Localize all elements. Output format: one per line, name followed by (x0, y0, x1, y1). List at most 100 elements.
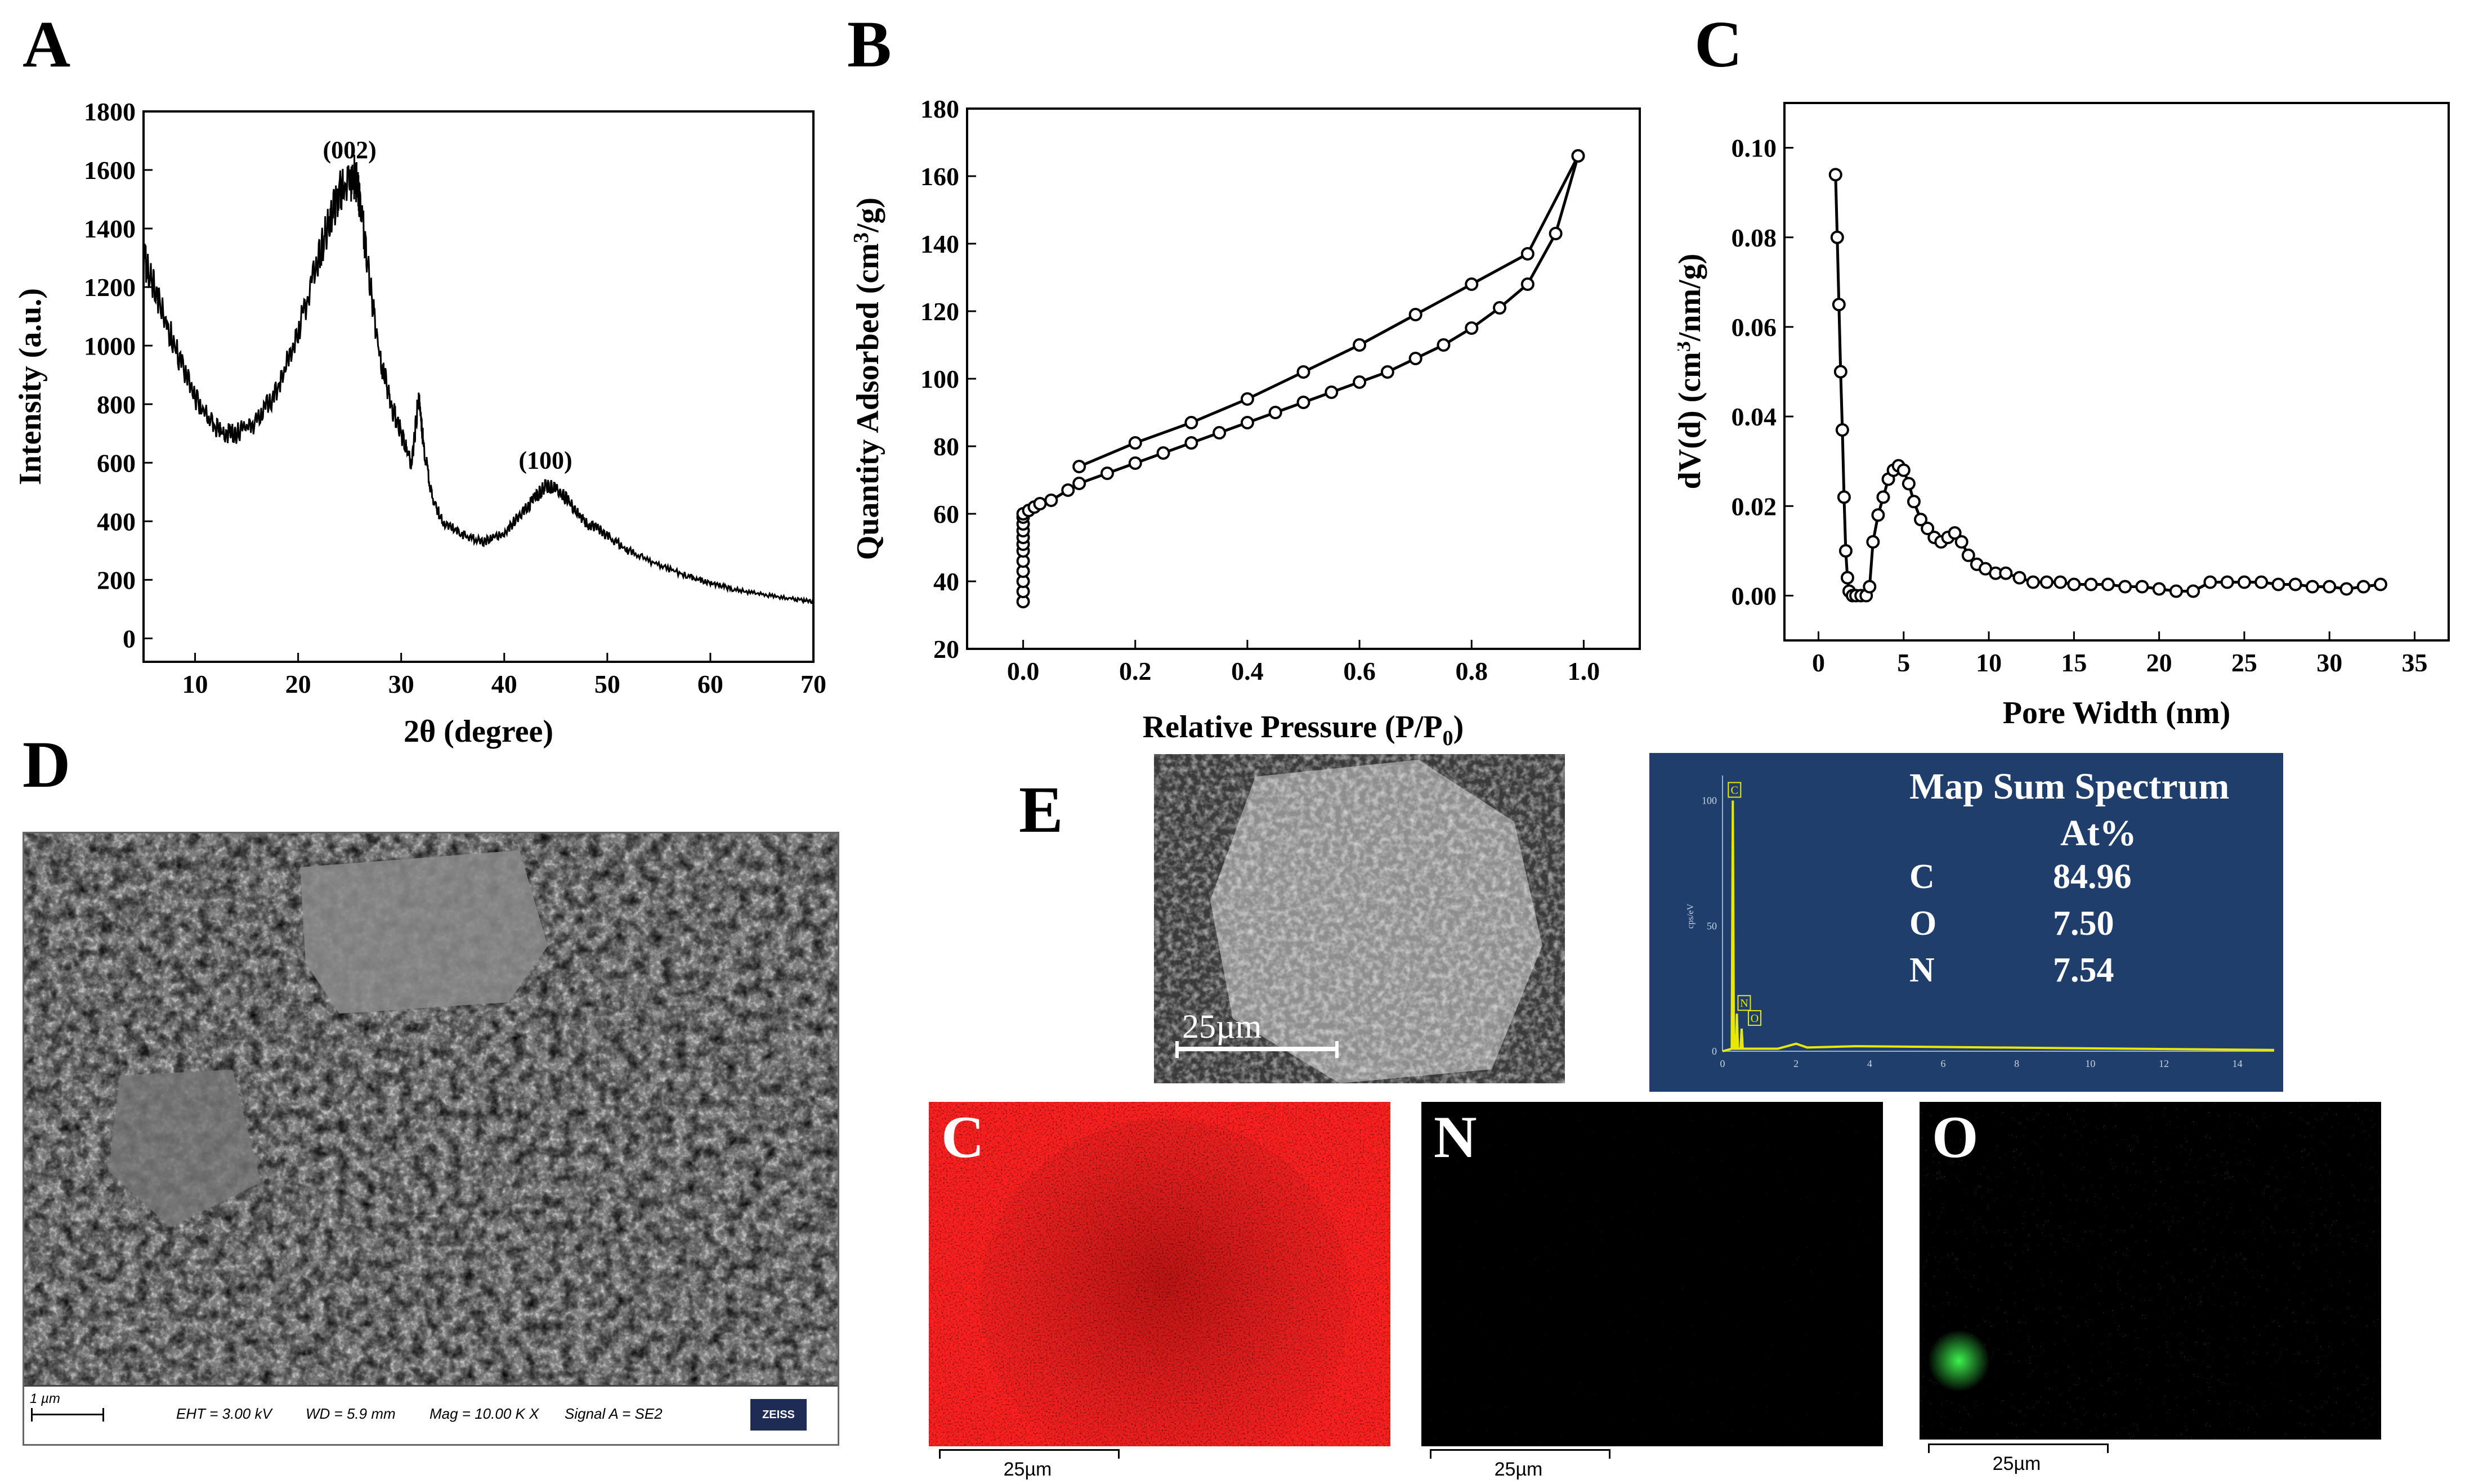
scale-bar-tick (1335, 1041, 1339, 1058)
scale-bar (31, 1414, 104, 1415)
data-point (1240, 416, 1254, 429)
data-point (1325, 385, 1339, 399)
data-point (1437, 338, 1451, 352)
y-axis-label: Intensity (a.u.) (13, 288, 48, 485)
x-tick-label: 4 (1867, 1058, 1872, 1069)
composition-row: C 84.96 (1909, 857, 2225, 904)
data-point (1921, 522, 1935, 536)
data-point (1408, 308, 1422, 321)
y-tick-label: 600 (97, 449, 136, 477)
data-point (1830, 230, 1844, 244)
x-tick-label: 40 (491, 670, 517, 698)
data-point (2012, 571, 2026, 585)
x-tick-label: 0.0 (1007, 657, 1040, 685)
scale-bar (939, 1449, 1120, 1459)
data-point (1353, 375, 1367, 389)
carbon-map-image (929, 1102, 1390, 1446)
mag-label: Mag = 10.00 K X (430, 1405, 539, 1422)
peak-label-box (1737, 995, 1751, 1011)
scale-bar-tick (1175, 1041, 1179, 1058)
y-axis-label: Quantity Adsorbed (cm3/g) (849, 198, 885, 560)
x-tick-label: 0.4 (1231, 657, 1264, 685)
data-point (1061, 483, 1075, 497)
data-point (1100, 467, 1114, 480)
data-point (2288, 577, 2302, 591)
element-symbol: N (1909, 951, 1935, 989)
y-tick-label: 60 (933, 500, 959, 528)
y-tick-label: 400 (97, 507, 136, 536)
y-axis-label: cps/eV (1686, 903, 1695, 929)
peak-label: N (1740, 997, 1748, 1010)
eht-label: EHT = 3.00 kV (176, 1405, 272, 1422)
peak-annotation-100: (100) (518, 447, 572, 474)
panel-label-c: C (1694, 7, 1743, 81)
adsorption-line (1022, 155, 1580, 602)
scale-bar (1175, 1047, 1339, 1051)
x-tick-label: 0 (1720, 1058, 1725, 1069)
y-tick-label: 160 (920, 162, 959, 191)
data-point (1465, 321, 1479, 335)
scale-label: 25µm (1992, 1453, 2041, 1474)
zeiss-logo: ZEISS (750, 1399, 807, 1431)
data-point (2067, 577, 2081, 591)
data-point (1866, 535, 1880, 549)
peak-label: C (1731, 784, 1738, 797)
map-o: O (1920, 1102, 2381, 1440)
data-point (1571, 149, 1585, 163)
data-point (2254, 575, 2269, 589)
y-tick-label: 0.04 (1732, 402, 1777, 431)
data-point (2186, 584, 2200, 598)
y-tick-label: 1400 (84, 214, 136, 243)
x-axis-label: Relative Pressure (P/P0) (1143, 710, 1464, 750)
y-tick-label: 0.06 (1732, 313, 1777, 342)
map-c: C (929, 1102, 1390, 1446)
scale-bar-label: 1 µm (30, 1391, 60, 1406)
map-label: N (1434, 1104, 1477, 1170)
data-point (1837, 490, 1851, 504)
x-tick-label: 8 (2014, 1058, 2019, 1069)
table-header: At% (2060, 813, 2137, 854)
data-point (1240, 392, 1254, 406)
x-tick-label: 0 (1812, 648, 1825, 677)
data-point (1520, 247, 1535, 261)
oxygen-map-image (1920, 1102, 2381, 1440)
data-point (2039, 575, 2054, 589)
pore-size-chart: 0.00 0.02 0.04 0.06 0.08 0.10 0 5 10 15 20 25 30 35 P… (1677, 102, 2450, 730)
scale-label: 25µm (1494, 1459, 1543, 1480)
data-point (1896, 463, 1911, 477)
x-tick-label: 60 (697, 670, 723, 698)
data-point (1828, 168, 1842, 182)
x-tick-label: 2 (1793, 1058, 1799, 1069)
data-point (1072, 460, 1086, 473)
data-point (1838, 544, 1853, 558)
y-tick-label: 0.00 (1732, 582, 1777, 611)
data-point (2203, 575, 2217, 589)
y-tick-label: 180 (920, 95, 959, 123)
y-tick-label: 80 (933, 432, 959, 461)
xrd-series-line (142, 155, 815, 604)
data-point (1184, 436, 1198, 450)
map-label: O (1932, 1104, 1979, 1170)
data-point (1128, 456, 1142, 470)
x-tick-label: 14 (2233, 1058, 2243, 1069)
spectrum-line (1722, 800, 2275, 1052)
scale-bar (1430, 1449, 1610, 1459)
data-point (2101, 577, 2115, 591)
data-point (1408, 352, 1422, 365)
scale-bar (1928, 1443, 2109, 1453)
data-point (2373, 577, 2387, 591)
y-tick-label: 1000 (84, 331, 136, 360)
panel-label-b: B (847, 7, 892, 81)
y-axis-label: dV(d) (cm3/nm/g) (1677, 254, 1707, 490)
composition-table: C 84.96 O 7.50 N 7.54 (1909, 857, 2225, 997)
data-point (1296, 365, 1310, 379)
x-tick-label: 0.6 (1343, 657, 1376, 685)
x-tick-label: 30 (2316, 648, 2342, 677)
peak-label-box (1747, 1010, 1761, 1026)
data-point (2271, 577, 2285, 591)
data-point (1465, 277, 1479, 291)
data-point (1184, 416, 1198, 429)
x-tick-label: 50 (594, 670, 620, 698)
isotherm-chart: 20 40 60 80 100 120 140 160 180 0.0 0.2 0.4 0.6 0.8 1.… (849, 95, 1641, 750)
